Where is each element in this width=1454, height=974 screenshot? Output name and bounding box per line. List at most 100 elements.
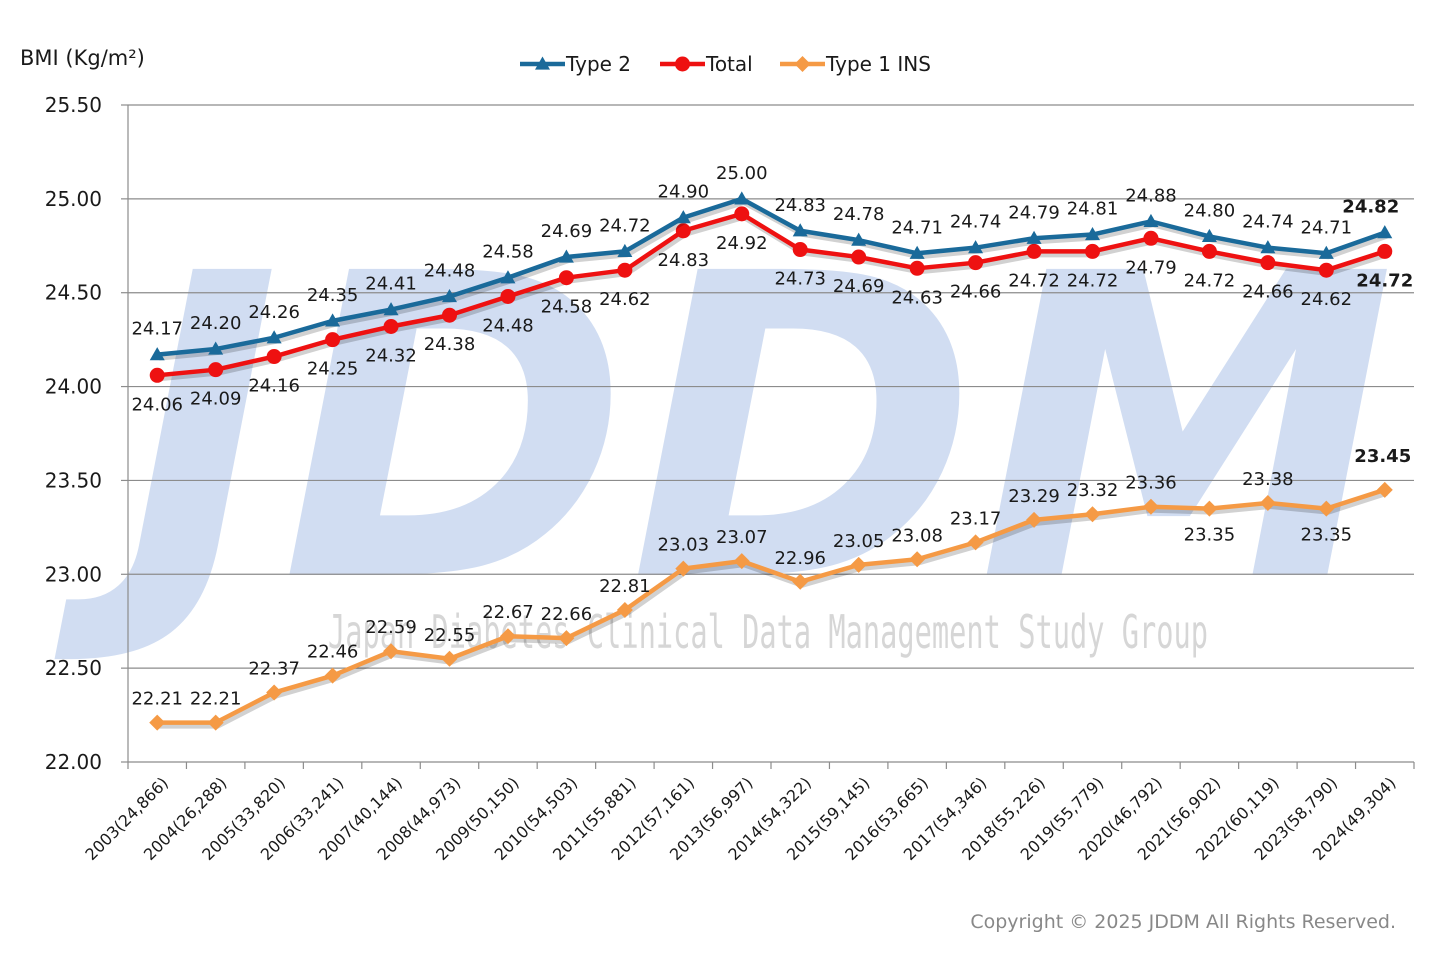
data-label: 24.88 [1125,185,1177,206]
data-label: 22.66 [541,604,593,625]
data-point [909,245,925,259]
data-label: 24.79 [1008,202,1060,223]
data-point [734,191,750,205]
data-point [850,556,867,573]
data-label: 22.55 [424,625,476,646]
data-label: 22.46 [307,642,359,663]
data-label: 24.73 [774,269,826,290]
data-point [442,307,457,323]
data-point [675,223,691,239]
data-label: 22.37 [248,659,300,680]
data-point [266,349,282,365]
data-label: 24.41 [365,274,417,295]
data-point [535,56,550,70]
data-label: 24.35 [307,285,359,306]
data-label: 24.90 [658,182,710,203]
data-label: 24.69 [541,221,593,242]
data-point [383,643,400,660]
data-point [1318,245,1334,259]
data-label: 23.08 [891,525,943,546]
data-point [792,223,808,237]
data-point [1084,506,1101,523]
y-tick-label: 24.00 [45,375,102,399]
data-point [675,560,692,577]
data-point [1026,511,1043,528]
data-label: 24.09 [190,389,242,410]
series-line [157,211,1386,378]
y-axis-ticks: 25.50 25.00 24.50 24.00 23.50 23.00 22.50 22.00 [45,93,102,774]
data-point [1026,230,1042,244]
data-label: 23.38 [1242,469,1294,490]
data-label: 24.82 [1342,197,1399,218]
data-label: 22.21 [131,689,183,710]
series-total [149,206,1393,383]
data-point [1318,262,1334,278]
y-tick-label: 22.00 [45,750,102,774]
data-label: 23.35 [1184,525,1236,546]
data-point [558,270,574,286]
data-label: 24.20 [190,313,242,334]
data-label: 24.48 [424,260,476,281]
data-point [558,630,575,647]
data-label: 22.81 [599,576,651,597]
data-label: 24.79 [1125,257,1177,278]
data-point [499,628,516,645]
data-label: 24.71 [1301,217,1353,238]
data-point [909,551,926,568]
data-label: 23.32 [1067,480,1119,501]
data-point [208,341,224,355]
axes [121,104,1415,769]
data-label: 24.72 [599,215,651,236]
data-point [794,56,811,72]
data-point [967,534,984,551]
data-point [1260,240,1276,254]
data-label: 23.17 [950,508,1002,529]
gridlines [128,104,1414,669]
data-point [149,347,165,361]
legend-item-type-1-ins: Type 1 INS [780,52,931,76]
data-point [616,601,633,618]
data-point [558,249,574,263]
data-point [1318,500,1335,517]
data-point [909,260,925,276]
y-tick-label: 23.50 [45,468,102,492]
data-point [675,56,690,72]
series-line [157,487,1386,725]
data-point [1201,243,1217,259]
watermark: JDDM Japan Diabetes Clinical Data Manage… [52,186,1396,675]
data-point [1085,227,1100,241]
data-label: 22.59 [365,617,417,638]
y-axis-label: BMI (Kg/m²) [20,46,145,70]
data-label: 24.62 [1301,289,1353,310]
data-point [617,243,633,258]
series-type-1-ins [149,481,1393,731]
data-labels: 24.17 24.20 24.26 24.35 24.41 24.48 24.58 24.69… [131,163,1413,710]
data-point [383,319,399,335]
data-point [149,367,165,383]
data-label: 24.25 [307,359,359,380]
data-point [792,573,809,590]
data-label: 25.00 [716,163,768,184]
data-point [1260,255,1276,271]
data-point [851,249,867,265]
data-label: 24.26 [248,302,300,323]
data-label: 22.21 [190,689,242,710]
data-label: 23.07 [716,527,768,548]
data-label: 24.48 [482,315,534,336]
series-line [157,196,1386,357]
data-point [1377,243,1393,259]
data-point [792,242,808,258]
series-group [149,191,1393,731]
data-label: 24.58 [541,297,593,318]
data-point [500,288,516,304]
data-label: 23.45 [1354,446,1411,467]
data-point [733,553,750,570]
copyright-text: Copyright © 2025 JDDM All Rights Reserve… [970,911,1396,933]
data-point [851,232,867,246]
data-label: 23.05 [833,531,885,552]
data-point [675,210,691,224]
data-label: 23.36 [1125,473,1177,494]
y-tick-label: 22.50 [45,656,102,680]
data-label: 24.83 [658,250,710,271]
